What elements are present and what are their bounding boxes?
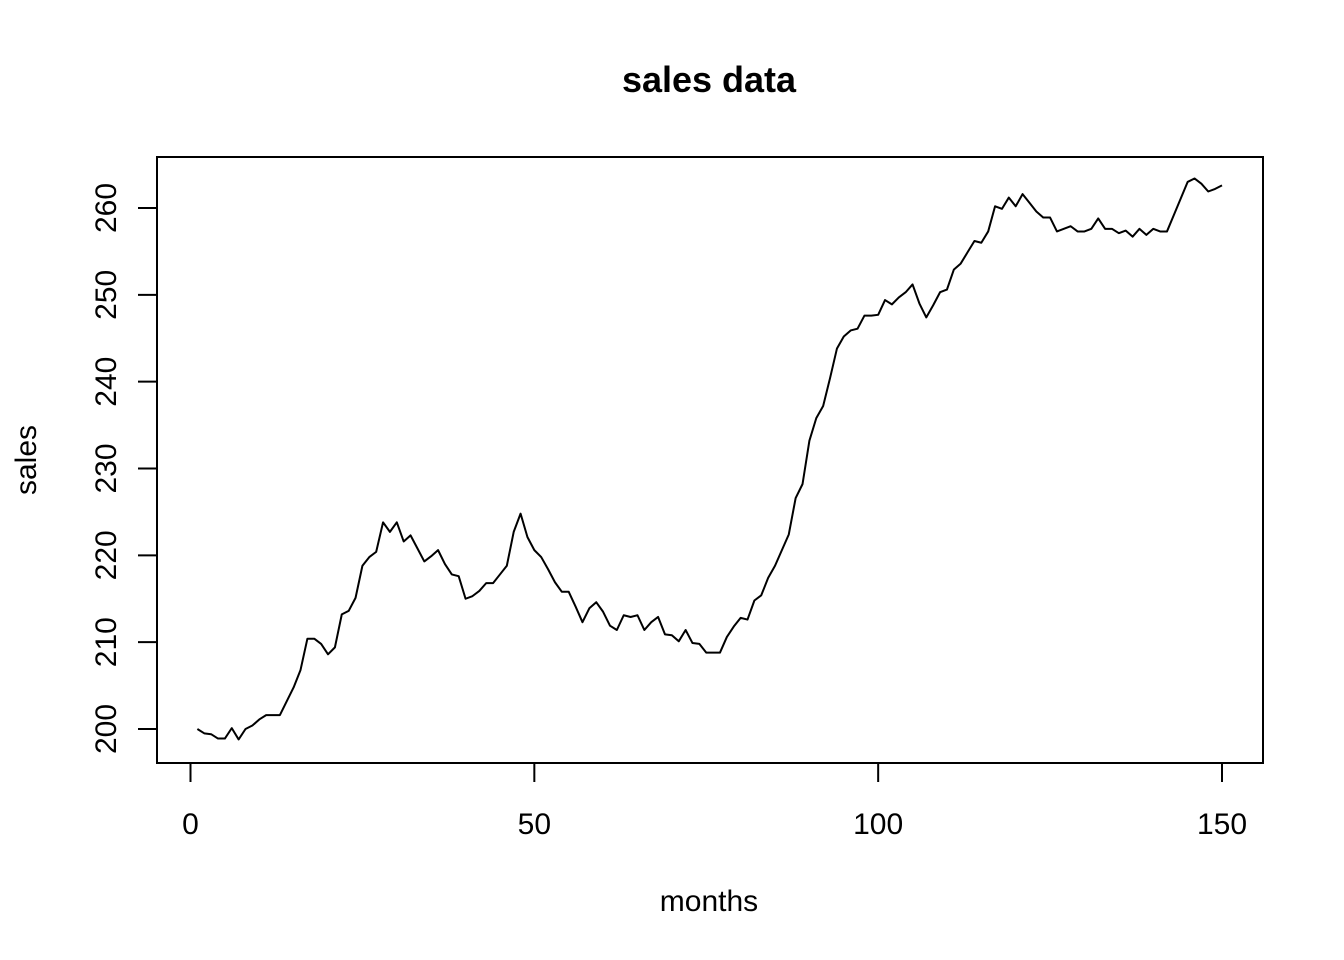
y-axis-label: sales — [10, 425, 43, 495]
x-tick-label: 150 — [1197, 808, 1247, 841]
series-layer — [196, 177, 1223, 741]
y-tick-label: 210 — [90, 617, 123, 667]
chart-title: sales data — [622, 59, 797, 100]
y-axis: 200 210 220 230 240 250 260 — [90, 183, 158, 754]
y-tick-label: 260 — [90, 183, 123, 233]
x-tick-label: 100 — [853, 808, 903, 841]
y-tick-label: 220 — [90, 530, 123, 580]
y-tick-label: 230 — [90, 443, 123, 493]
x-axis-label: months — [660, 885, 758, 918]
plot-frame — [156, 156, 1264, 764]
y-tick-label: 250 — [90, 270, 123, 320]
x-axis: 0 50 100 150 — [182, 762, 1247, 841]
x-tick-label: 50 — [518, 808, 551, 841]
x-tick-label: 0 — [182, 808, 199, 841]
y-tick-label: 200 — [90, 704, 123, 754]
series-line-0 — [196, 177, 1223, 741]
y-tick-label: 240 — [90, 357, 123, 407]
